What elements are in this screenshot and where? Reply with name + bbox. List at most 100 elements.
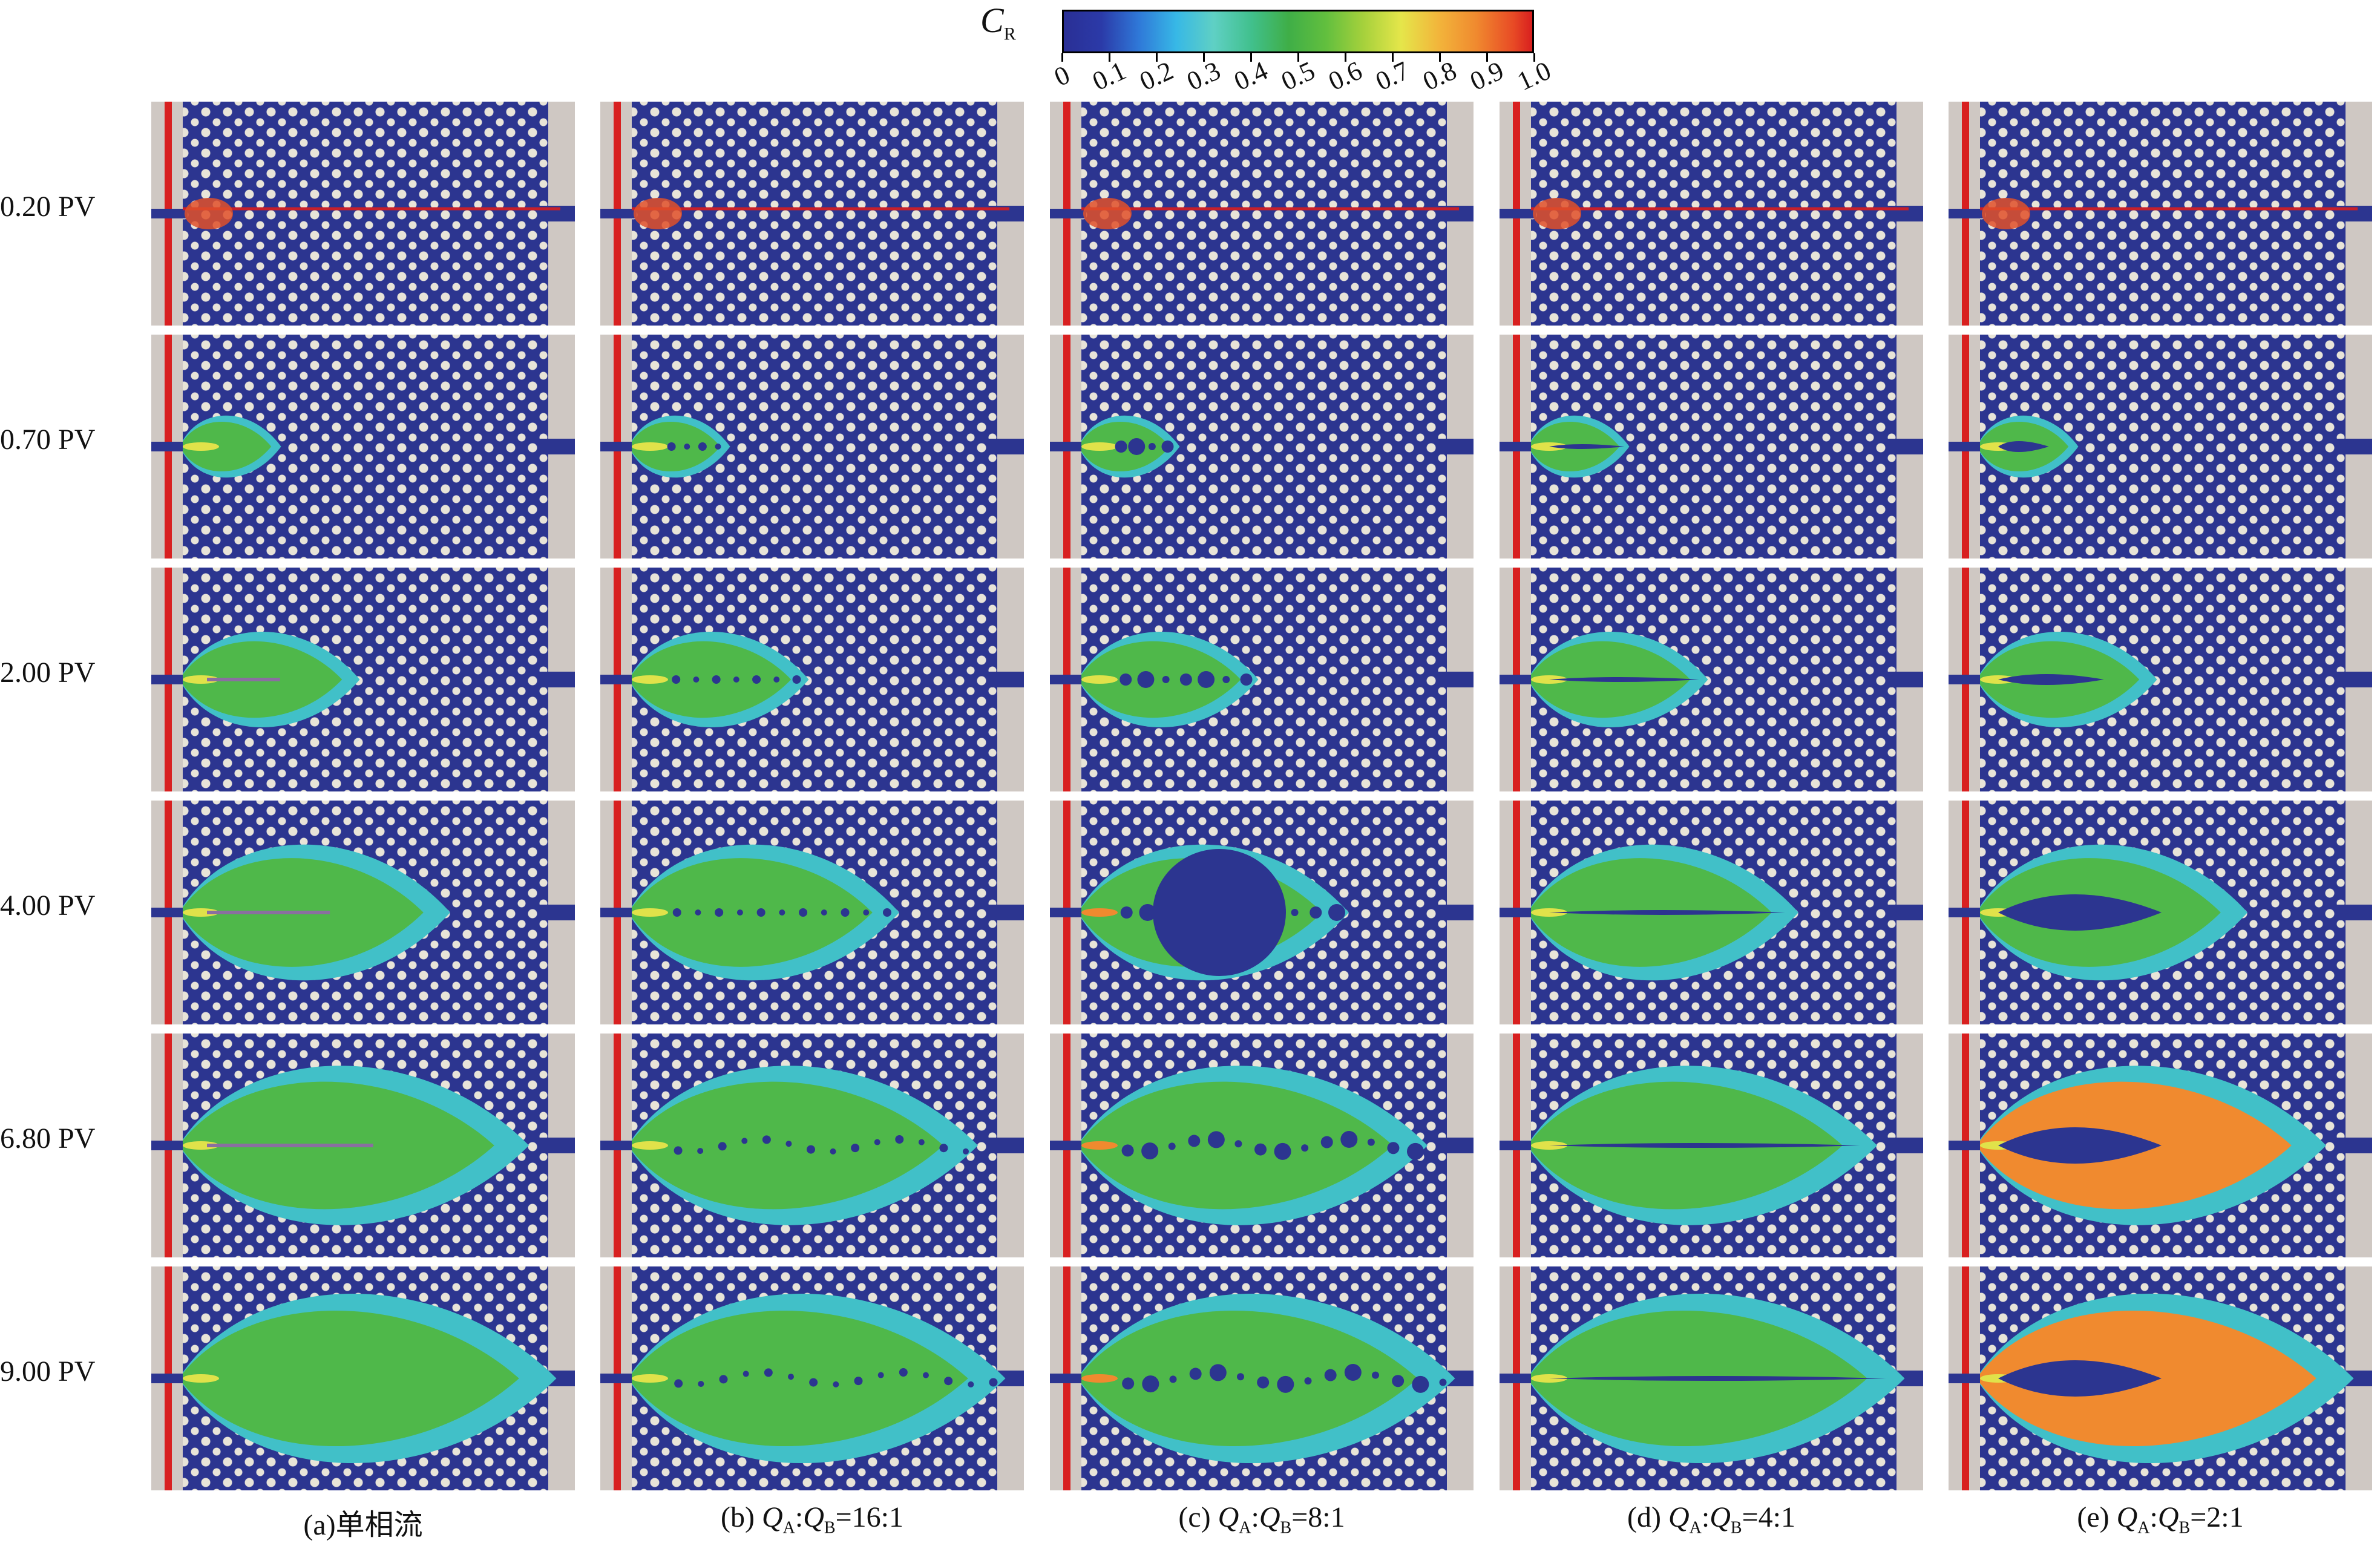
droplet xyxy=(1274,1142,1291,1160)
droplet xyxy=(899,1368,908,1377)
panel-field xyxy=(1081,1066,1428,1225)
droplet xyxy=(752,675,761,684)
inlet-jet xyxy=(1081,442,1118,451)
droplet xyxy=(792,675,801,684)
simulation-panel xyxy=(600,335,1024,559)
colorbar-tick xyxy=(1297,53,1299,62)
panel-port-in xyxy=(600,908,637,917)
droplet xyxy=(1142,1375,1159,1393)
droplet xyxy=(715,908,724,917)
colorbar-tick-labels: 0 0.1 0.2 0.3 0.4 0.5 0.6 0.7 0.8 0.9 1.0 xyxy=(1050,56,1556,103)
panel-port-in xyxy=(151,1141,188,1150)
column-label-a: (a)单相流 xyxy=(151,1501,575,1543)
droplet xyxy=(1179,673,1192,686)
droplet xyxy=(1141,1142,1159,1160)
colorbar-tick-label: 0.8 xyxy=(1418,55,1461,97)
colorbar-tick-label: 0.1 xyxy=(1087,55,1131,97)
colorbar-tick-label: 0.3 xyxy=(1182,55,1225,97)
column-e-q2: Q xyxy=(2157,1501,2179,1533)
droplet xyxy=(1209,1364,1227,1381)
droplet xyxy=(1207,1131,1225,1148)
panel-field xyxy=(1531,198,1909,229)
column-a-prefix: (a) xyxy=(303,1509,336,1541)
droplet xyxy=(833,1381,839,1387)
droplet xyxy=(851,1144,860,1153)
panel-port-in xyxy=(1949,1374,1985,1383)
plume-core xyxy=(632,641,792,718)
droplet xyxy=(712,675,721,684)
panel-field xyxy=(183,415,281,478)
simulation-panel xyxy=(1050,102,1474,326)
panel-field xyxy=(183,1293,557,1464)
colorbar-tick-label: 0.9 xyxy=(1465,55,1509,97)
column-c-sep: : xyxy=(1251,1501,1259,1533)
droplet xyxy=(1198,671,1215,688)
droplet xyxy=(672,908,681,917)
simulation-panel xyxy=(600,1034,1024,1257)
droplet xyxy=(841,908,850,917)
inlet-jet xyxy=(632,442,668,451)
droplet xyxy=(1189,1368,1202,1380)
gas-finger xyxy=(1549,1143,1860,1148)
panel-port-out xyxy=(1887,439,1923,454)
colorbar-tick-label: 0.6 xyxy=(1323,55,1367,97)
column-a-text: 单相流 xyxy=(335,1509,423,1541)
droplet xyxy=(799,908,808,917)
droplet xyxy=(1139,904,1156,921)
gas-finger xyxy=(1549,677,1699,682)
droplet xyxy=(788,1374,794,1380)
droplet xyxy=(1115,441,1127,453)
panel-port-in xyxy=(151,675,188,684)
panel-port-in xyxy=(151,209,188,218)
column-d-s1: A xyxy=(1689,1518,1702,1538)
column-label-e: (e) QA:QB=2:1 xyxy=(1949,1501,2372,1538)
gas-finger xyxy=(1998,674,2104,685)
droplet xyxy=(698,1381,704,1387)
panel-port-out xyxy=(539,672,575,687)
simulation-panel xyxy=(151,1266,575,1490)
column-d-sep: : xyxy=(1701,1501,1710,1533)
panel-field xyxy=(1980,1293,2354,1464)
simulation-panel xyxy=(1050,801,1474,1024)
colorbar-tick xyxy=(1438,53,1441,62)
simulation-panel xyxy=(1500,335,1923,559)
column-e-s1: A xyxy=(2137,1518,2150,1538)
panel-port-out xyxy=(988,439,1024,454)
column-b-ratio: =16:1 xyxy=(835,1501,903,1533)
inlet-jet xyxy=(183,1374,219,1383)
panel-port-in xyxy=(1949,1141,1985,1150)
droplet xyxy=(1237,1373,1244,1381)
panel-port-out xyxy=(539,439,575,454)
simulation-panel xyxy=(1949,801,2372,1024)
column-e-ratio: =2:1 xyxy=(2190,1501,2244,1533)
row-label-1: 0.70 PV xyxy=(0,424,96,456)
colorbar-gradient xyxy=(1062,10,1534,53)
droplet xyxy=(939,1144,948,1153)
panel-field xyxy=(632,844,899,981)
column-d-q1: Q xyxy=(1668,1501,1690,1533)
panel-port-in xyxy=(600,1374,637,1383)
simulation-panel xyxy=(1050,568,1474,791)
colorbar-tick xyxy=(1486,53,1488,62)
column-c-prefix: (c) xyxy=(1178,1501,1218,1533)
panel-port-in xyxy=(1050,675,1086,684)
column-b-q1: Q xyxy=(761,1501,783,1533)
panel-port-in xyxy=(1500,1141,1536,1150)
panel-port-in xyxy=(1500,908,1536,917)
droplet xyxy=(1168,1142,1176,1150)
colorbar-tick-label: 0.2 xyxy=(1135,55,1178,97)
panel-field xyxy=(1081,1293,1455,1464)
panel-port-in xyxy=(151,442,188,451)
plume-core xyxy=(632,1310,968,1447)
panel-port-in xyxy=(1949,675,1985,684)
droplet xyxy=(821,909,827,916)
panel-port-in xyxy=(600,209,637,218)
droplet xyxy=(883,908,891,917)
panel-port-out xyxy=(1437,1138,1474,1153)
gas-finger xyxy=(1998,1127,2162,1164)
simulation-panel xyxy=(600,568,1024,791)
droplet xyxy=(1257,1376,1270,1389)
panel-port-out xyxy=(539,1138,575,1153)
column-d-s2: B xyxy=(1730,1518,1742,1538)
droplet xyxy=(1439,1378,1447,1386)
